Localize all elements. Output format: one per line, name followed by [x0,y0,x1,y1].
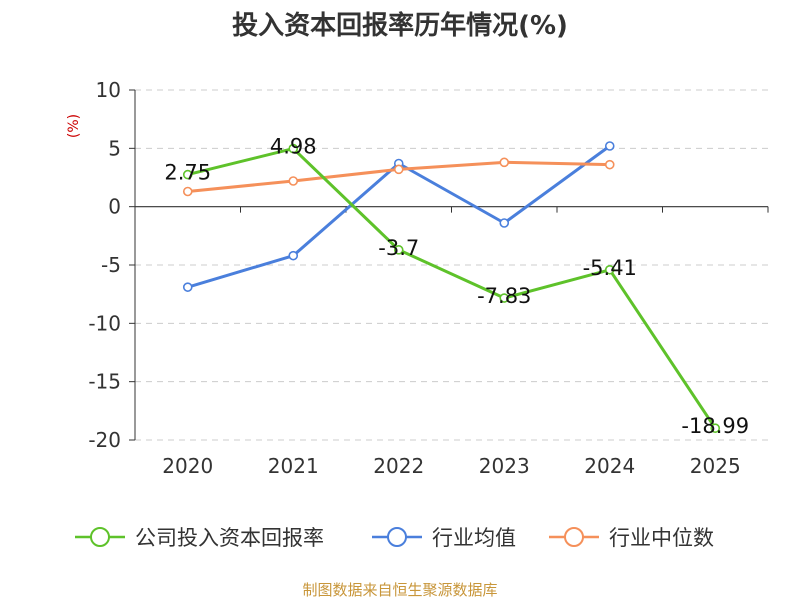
x-tick-label: 2021 [268,454,319,478]
series-line [187,147,717,430]
data-point [710,423,721,434]
y-tick-label: -10 [88,311,121,335]
x-tick-label: 2022 [373,454,424,478]
data-label: -18.99 [681,414,749,438]
source-note: 制图数据来自恒生聚源数据库 [302,581,497,599]
data-point [288,250,299,261]
legend: 公司投入资本回报率 行业均值 行业中位数 [75,526,714,550]
x-tick-label: 2025 [690,454,741,478]
y-tick-label: -15 [88,370,121,394]
y-tick-label: -20 [88,428,121,452]
data-label: -7.83 [477,284,531,308]
data-point [499,157,510,168]
legend-label: 行业均值 [432,526,516,550]
data-point [182,169,193,180]
y-tick-label: 5 [108,136,121,160]
data-point [393,164,404,175]
data-point [604,141,615,151]
x-tick-label: 2024 [584,454,635,478]
data-point [604,264,615,275]
gridlines [135,89,768,441]
axes: 10 5 0 -5 -10 -15 -20 2020 2021 2022 2023 2024 2025 [88,78,769,478]
y-tick-label: 0 [108,195,121,219]
legend-label: 行业中位数 [609,526,714,550]
legend-label: 公司投入资本回报率 [135,526,324,550]
legend-marker [387,527,407,547]
data-point [288,176,299,186]
data-label: 2.75 [164,161,211,185]
data-point [182,186,193,197]
data-label: -5.41 [583,256,637,280]
data-label: -3.7 [378,236,419,260]
y-axis-unit: (%) [66,114,82,138]
series-layer [182,141,721,434]
y-tick-label: 10 [96,78,121,102]
legend-marker [564,527,584,547]
data-point [393,245,404,255]
chart-title: 投入资本回报率历年情况(%) [232,10,568,41]
data-point [499,293,510,303]
x-tick-label: 2020 [162,454,213,478]
legend-marker [90,527,110,547]
x-tick-label: 2023 [479,454,530,478]
data-point [604,159,615,170]
data-point [182,282,193,292]
data-labels: 2.75 4.98 -3.7 -7.83 -5.41 -18.99 [164,135,749,439]
data-point [288,143,299,154]
y-tick-label: -5 [101,253,121,277]
data-point [499,218,510,228]
data-label: 4.98 [270,135,317,159]
